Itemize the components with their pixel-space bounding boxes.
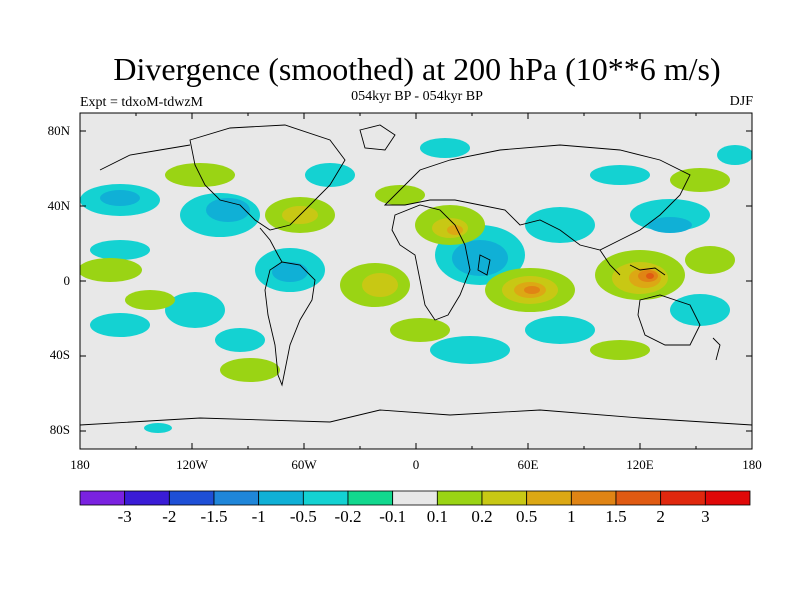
colorbar-label: -1.5: [200, 507, 228, 526]
colorbar-swatch: [526, 490, 572, 506]
lat-tick-label: 40S: [49, 347, 70, 362]
colorbar-label: 0.1: [426, 507, 448, 526]
colorbar-swatch: [660, 490, 706, 506]
colorbar-label: -1: [251, 507, 266, 526]
coastlines: [80, 124, 752, 426]
colorbar-swatch: [481, 490, 528, 506]
colorbar-label: 3: [701, 507, 710, 526]
colorbar-label: 0.2: [471, 507, 493, 526]
colorbar-label: 0.5: [516, 507, 538, 526]
colorbar-label: -0.5: [289, 507, 317, 526]
lat-tick-label: 80N: [47, 123, 70, 138]
lon-tick-label: 60E: [517, 457, 539, 472]
season-label: DJF: [729, 94, 753, 109]
positive-max-regions: [646, 273, 654, 279]
colorbar-swatch: [213, 490, 260, 506]
lat-tick-label: 0: [63, 273, 71, 288]
colorbar-label: -0.1: [379, 507, 407, 526]
colorbar-swatch: [570, 490, 617, 506]
colorbar-label: -0.2: [334, 507, 362, 526]
colorbar-swatch: [392, 490, 438, 506]
colorbar-label: 2: [656, 507, 665, 526]
lon-tick-label: 180: [70, 457, 90, 472]
lon-tick-label: 180: [742, 457, 762, 472]
colorbar-label: 1: [567, 507, 576, 526]
colorbar-label: -3: [117, 507, 132, 526]
lon-tick-label: 120W: [176, 457, 208, 472]
colorbar-swatch: [347, 490, 394, 506]
lat-tick-label: 80S: [49, 422, 70, 437]
experiment-label: Expt = tdxoM-tdwzM: [80, 95, 203, 110]
plot-subtitle: 054kyr BP - 054kyr BP: [351, 89, 483, 104]
colorbar-swatch: [302, 490, 349, 506]
plot-title: Divergence (smoothed) at 200 hPa (10**6 …: [113, 51, 721, 87]
colorbar-swatch: [124, 490, 170, 506]
colorbar-swatch: [258, 490, 304, 506]
colorbar-swatch: [79, 490, 126, 506]
colorbar-swatch: [436, 490, 483, 506]
colorbar-label: -2: [162, 507, 177, 526]
lon-tick-label: 60W: [291, 457, 317, 472]
lat-tick-label: 40N: [47, 198, 70, 213]
lon-tick-label: 0: [412, 457, 420, 472]
colorbar-swatch: [615, 490, 662, 506]
colorbar-swatch: [168, 490, 215, 506]
lon-tick-label: 120E: [626, 457, 654, 472]
colorbar-swatch: [704, 490, 751, 506]
field-contours: [80, 124, 752, 433]
axis-ticks: [79, 113, 753, 449]
colorbar-label: 1.5: [605, 507, 627, 526]
